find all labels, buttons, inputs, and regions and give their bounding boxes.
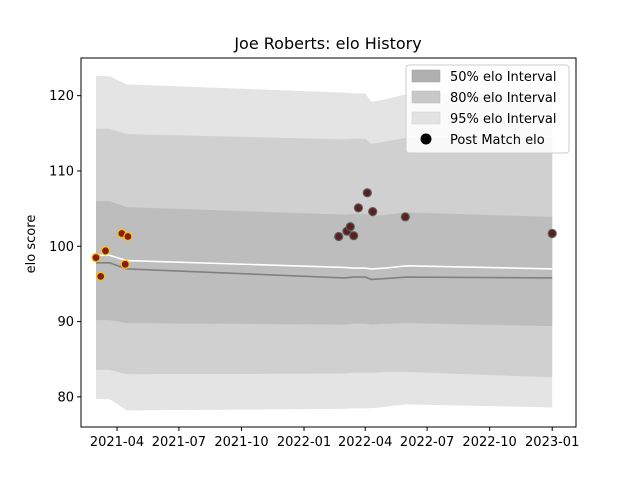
y-tick-label: 80: [57, 390, 74, 405]
x-tick-label: 2021-04: [90, 435, 144, 450]
x-tick-label: 2022-01: [277, 435, 331, 450]
x-tick-label: 2021-10: [214, 435, 268, 450]
legend-swatch-95: [411, 111, 441, 125]
x-axis-ticks: 2021-04 2021-07 2021-10 2022-01 2022-04 2022-…: [90, 427, 579, 450]
legend-box: [405, 64, 570, 154]
post-match-points: [91, 188, 557, 281]
post-match-point: [368, 207, 378, 217]
legend-swatch-80: [411, 90, 441, 104]
post-match-point: [353, 203, 363, 213]
y-tick-label: 110: [49, 165, 74, 180]
post-match-point: [400, 212, 410, 222]
plot-frame: [80, 57, 577, 428]
post-match-point: [96, 271, 106, 281]
interval-bands: [96, 76, 553, 411]
legend-swatch-50: [411, 69, 441, 83]
y-axis-ticks: 80 90 100 110 120: [49, 89, 81, 405]
interval-band-2: [96, 201, 553, 327]
elo-lines: [96, 254, 553, 281]
y-tick-label: 120: [49, 89, 74, 104]
legend-label-50: 50% elo Interval: [450, 70, 557, 85]
post-match-point: [123, 231, 133, 242]
post-match-point: [91, 253, 101, 263]
post-match-point: [345, 222, 355, 232]
legend-marker-post-match: [420, 133, 432, 145]
post-match-point: [120, 259, 130, 269]
y-tick-label: 100: [49, 240, 74, 255]
post-match-point: [334, 231, 344, 242]
series-line-mean: [96, 254, 553, 270]
x-tick-label: 2023-01: [525, 435, 579, 450]
legend-label-80: 80% elo Interval: [450, 91, 557, 106]
chart-title: Joe Roberts: elo History: [233, 34, 421, 53]
x-tick-label: 2022-04: [338, 435, 392, 450]
legend-label-post-match: Post Match elo: [450, 133, 545, 148]
post-match-point: [349, 231, 359, 241]
post-match-point: [362, 188, 372, 198]
x-tick-label: 2022-10: [462, 435, 516, 450]
y-axis-label: elo score: [24, 215, 39, 274]
post-match-point: [547, 228, 557, 239]
legend: 50% elo Interval 80% elo Interval 95% el…: [405, 64, 570, 154]
post-match-point: [100, 246, 111, 256]
series-line-median: [96, 261, 553, 281]
y-tick-label: 90: [57, 315, 74, 330]
legend-label-95: 95% elo Interval: [450, 112, 557, 127]
x-tick-label: 2021-07: [152, 435, 206, 450]
x-tick-label: 2022-07: [400, 435, 454, 450]
